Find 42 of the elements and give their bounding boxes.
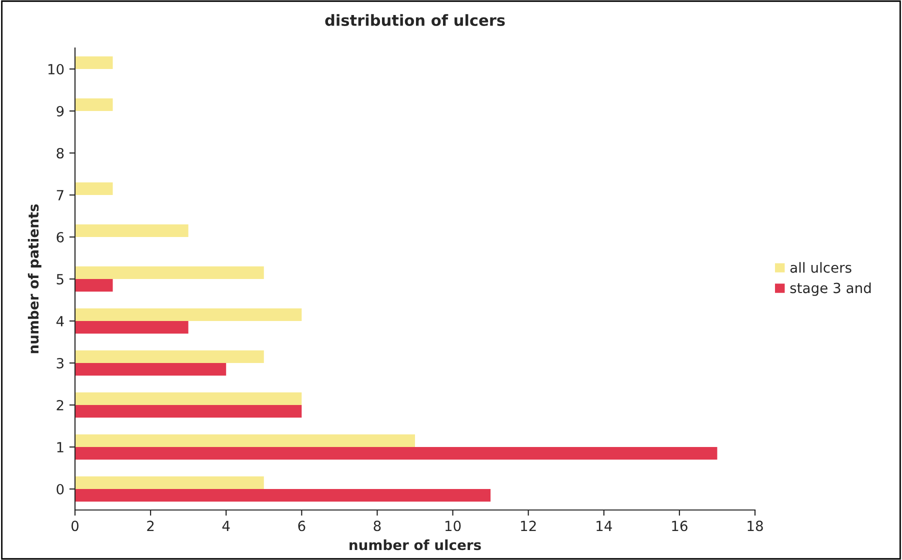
x-tick-label: 10 bbox=[445, 520, 461, 532]
x-tick-label: 0 bbox=[71, 520, 78, 532]
y-tick-label: 10 bbox=[48, 64, 64, 74]
y-tick-label: 2 bbox=[56, 400, 64, 410]
legend-label: all ulcers bbox=[790, 262, 852, 273]
x-tick-label: 2 bbox=[147, 520, 154, 531]
bar bbox=[75, 434, 415, 447]
bar bbox=[75, 56, 113, 69]
bar bbox=[75, 405, 302, 418]
bar bbox=[75, 98, 113, 111]
x-tick-label: 14 bbox=[596, 520, 612, 531]
chart-title: distribution of ulcers bbox=[325, 14, 505, 26]
x-tick-label: 16 bbox=[672, 520, 688, 532]
x-tick-label: 4 bbox=[222, 520, 230, 531]
bar bbox=[75, 224, 188, 237]
y-tick-label: 7 bbox=[56, 190, 64, 200]
y-tick-label: 3 bbox=[56, 358, 64, 368]
y-tick-label: 4 bbox=[56, 316, 64, 326]
bar bbox=[75, 279, 113, 292]
y-tick-label: 0 bbox=[56, 484, 64, 494]
legend-label: stage 3 and bbox=[790, 282, 871, 296]
bar bbox=[75, 476, 264, 489]
bar bbox=[75, 182, 113, 195]
bar bbox=[75, 350, 264, 363]
bar bbox=[75, 392, 302, 405]
x-tick-label: 18 bbox=[748, 520, 763, 532]
bar bbox=[75, 308, 302, 321]
x-tick-label: 12 bbox=[521, 520, 536, 531]
y-tick-label: 6 bbox=[56, 232, 64, 242]
x-tick-label: 8 bbox=[374, 520, 381, 532]
bar bbox=[75, 363, 226, 376]
x-axis-title: number of ulcers bbox=[350, 539, 481, 550]
bar bbox=[75, 489, 491, 502]
y-tick-label: 8 bbox=[56, 148, 64, 158]
bar bbox=[75, 321, 188, 334]
y-axis-title: number of patients bbox=[28, 204, 42, 354]
y-tick-label: 5 bbox=[56, 274, 64, 284]
bar bbox=[75, 447, 718, 460]
bar bbox=[75, 266, 264, 279]
x-tick-label: 6 bbox=[298, 520, 306, 532]
y-tick-label: 9 bbox=[56, 106, 64, 116]
y-tick-label: 1 bbox=[57, 442, 64, 452]
